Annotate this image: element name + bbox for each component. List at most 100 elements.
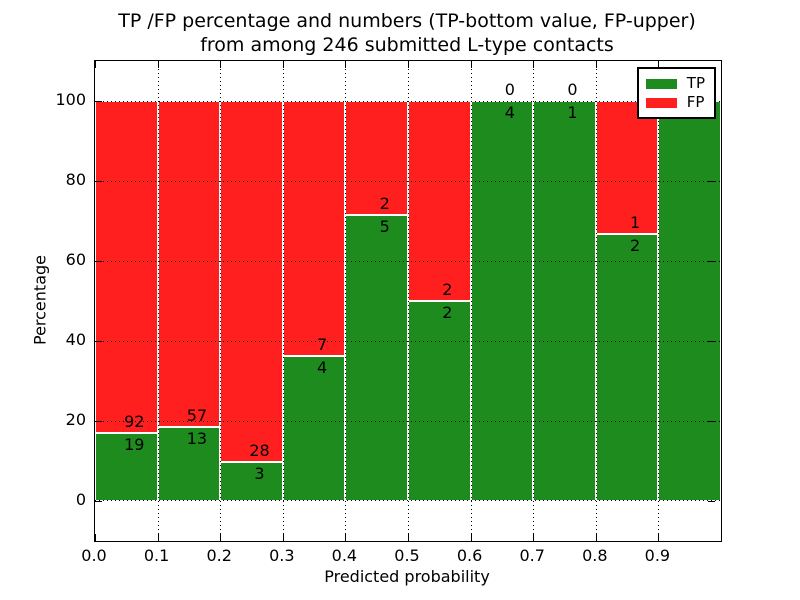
y-tick-label: 0 xyxy=(75,490,86,509)
tp-bar-segment xyxy=(533,101,596,501)
fp-count-label: 2 xyxy=(379,194,390,214)
y-tick-left xyxy=(95,101,102,102)
y-tick-left xyxy=(95,421,102,422)
tp-bar-segment xyxy=(95,432,158,501)
x-tick-bottom xyxy=(408,534,409,541)
tp-bar-segment xyxy=(658,101,721,501)
tp-count-label: 1 xyxy=(567,103,578,122)
x-tick-label: 0.2 xyxy=(206,546,232,565)
legend: TP FP xyxy=(636,67,716,119)
y-tick-label: 40 xyxy=(65,330,86,349)
y-tick-right xyxy=(708,181,715,182)
x-tick-label: 0.5 xyxy=(394,546,420,565)
x-gridline xyxy=(345,61,347,541)
tp-bar-segment xyxy=(345,215,408,501)
x-tick-top xyxy=(95,61,96,68)
tp-bar-segment xyxy=(470,101,534,501)
plot-area: TP FP 921957132837425220401124 xyxy=(94,60,722,542)
x-tick-label: 0.7 xyxy=(519,546,545,565)
x-tick-top xyxy=(408,61,409,68)
x-tick-top xyxy=(658,61,660,68)
tp-bar-segment xyxy=(157,426,221,501)
x-tick-label: 0.9 xyxy=(644,546,671,565)
x-tick-top xyxy=(157,61,159,68)
x-gridline xyxy=(470,61,472,541)
fp-count-label: 92 xyxy=(124,411,145,431)
tp-legend-label: TP xyxy=(686,74,705,92)
chart-title-line2: from among 246 submitted L-type contacts xyxy=(200,34,614,56)
x-tick-bottom xyxy=(282,534,284,541)
x-tick-top xyxy=(533,61,535,68)
fp-bar-segment xyxy=(408,101,471,301)
y-tick-right xyxy=(708,421,715,422)
fp-legend-swatch xyxy=(645,97,677,108)
x-tick-top xyxy=(470,61,472,68)
tp-count-label: 2 xyxy=(630,236,641,256)
x-tick-label: 0.6 xyxy=(456,546,483,565)
tp-count-label: 5 xyxy=(379,217,390,237)
tp-bar-segment xyxy=(595,234,659,501)
y-tick-left xyxy=(95,181,102,182)
fp-count-label: 7 xyxy=(317,334,328,354)
y-tick-label: 80 xyxy=(65,170,86,189)
fp-count-label: 28 xyxy=(249,441,270,461)
x-gridline xyxy=(220,61,222,541)
y-tick-left xyxy=(95,261,102,262)
x-gridline xyxy=(157,61,159,541)
x-tick-bottom xyxy=(595,534,597,541)
fp-bar-segment xyxy=(282,101,346,356)
x-tick-label: 0.4 xyxy=(331,546,358,565)
chart-title-line1: TP /FP percentage and numbers (TP-bottom… xyxy=(118,10,696,32)
fp-count-label: 2 xyxy=(442,280,453,299)
tp-legend-swatch xyxy=(645,78,677,89)
y-tick-label: 100 xyxy=(55,90,86,109)
chart-title: TP /FP percentage and numbers (TP-bottom… xyxy=(94,9,720,57)
tp-count-label: 4 xyxy=(317,357,328,377)
x-gridline xyxy=(533,61,535,541)
y-tick-right xyxy=(708,501,715,502)
x-tick-bottom xyxy=(533,534,535,541)
x-tick-top xyxy=(345,61,347,68)
fp-count-label: 0 xyxy=(567,80,578,99)
tp-count-label: 4 xyxy=(504,103,515,122)
x-gridline xyxy=(658,61,660,541)
x-gridline xyxy=(408,61,409,541)
x-tick-label: 0.8 xyxy=(582,546,608,565)
y-tick-right xyxy=(708,341,715,342)
x-tick-bottom xyxy=(345,534,347,541)
legend-item-tp: TP xyxy=(645,74,705,93)
fp-legend-label: FP xyxy=(686,93,705,111)
y-tick-label: 60 xyxy=(65,250,86,269)
tp-count-label: 13 xyxy=(186,428,208,448)
x-tick-top xyxy=(220,61,222,68)
fp-bar-segment xyxy=(220,101,283,463)
x-tick-label: 0.3 xyxy=(269,546,295,565)
x-tick-bottom xyxy=(95,534,96,541)
tp-count-label: 2 xyxy=(442,303,453,322)
tp-count-label: 3 xyxy=(254,464,265,484)
tp-bar-segment xyxy=(408,301,471,501)
y-tick-left xyxy=(95,501,102,502)
tp-count-label: 19 xyxy=(124,434,145,454)
x-tick-bottom xyxy=(470,534,472,541)
x-tick-bottom xyxy=(658,534,660,541)
x-tick-label: 0.1 xyxy=(143,546,170,565)
fp-count-label: 57 xyxy=(186,405,208,425)
x-gridline xyxy=(282,61,284,541)
x-tick-top xyxy=(595,61,597,68)
fp-bar-segment xyxy=(345,101,408,216)
fp-count-label: 0 xyxy=(504,80,515,99)
x-tick-bottom xyxy=(157,534,159,541)
y-tick-label: 20 xyxy=(65,410,86,429)
x-tick-label: 0.0 xyxy=(81,546,107,565)
x-tick-bottom xyxy=(220,534,222,541)
tp-bar-segment xyxy=(282,355,346,501)
fp-bar-segment xyxy=(157,101,221,427)
fp-bar-segment xyxy=(95,101,158,433)
y-tick-right xyxy=(708,261,715,262)
x-tick-top xyxy=(282,61,284,68)
legend-item-fp: FP xyxy=(645,93,705,112)
fp-count-label: 1 xyxy=(630,213,641,233)
x-gridline xyxy=(595,61,597,541)
